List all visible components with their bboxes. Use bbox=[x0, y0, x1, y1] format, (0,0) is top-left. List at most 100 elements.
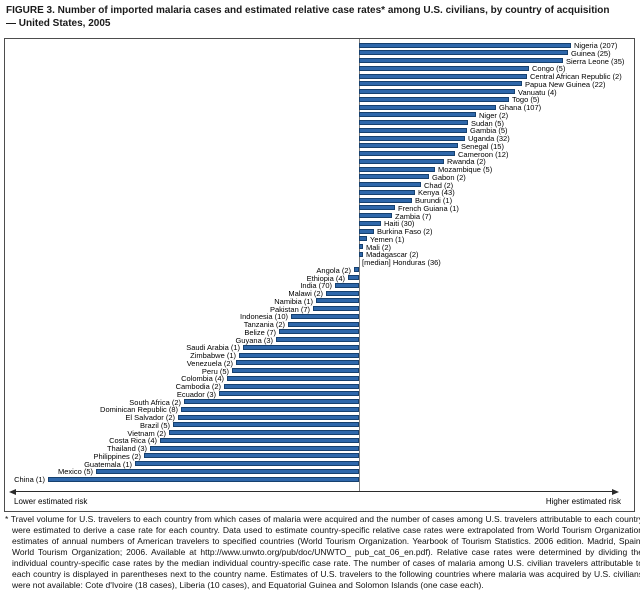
bar-label-togo: Togo (5) bbox=[512, 95, 540, 105]
chart-row-togo: Togo (5) bbox=[5, 96, 634, 104]
chart-row-indonesia: Indonesia (10) bbox=[5, 313, 634, 321]
bar-label-congo: Congo (5) bbox=[532, 64, 566, 74]
bar-label-dominican-republic: Dominican Republic (8) bbox=[100, 405, 178, 415]
bar-kenya bbox=[359, 189, 415, 195]
bar-label-ghana: Ghana (107) bbox=[499, 103, 542, 113]
bar-colombia bbox=[227, 375, 359, 381]
left-arrow-head-icon bbox=[9, 488, 16, 495]
chart-row-south-africa: South Africa (2) bbox=[5, 398, 634, 406]
right-arrow-head-icon bbox=[612, 488, 619, 495]
chart-row-honduras: [median] Honduras (36) bbox=[5, 259, 634, 267]
bar-label-angola: Angola (2) bbox=[316, 265, 351, 275]
bar-ecuador bbox=[219, 391, 359, 397]
chart-row-rwanda: Rwanda (2) bbox=[5, 158, 634, 166]
chart-row-india: India (70) bbox=[5, 282, 634, 290]
chart-row-nigeria: Nigeria (207) bbox=[5, 42, 634, 50]
bar-gambia bbox=[359, 127, 467, 133]
bar-philippines bbox=[144, 453, 359, 459]
chart-row-malawi: Malawi (2) bbox=[5, 290, 634, 298]
chart-row-mozambique: Mozambique (5) bbox=[5, 166, 634, 174]
bar-label-pakistan: Pakistan (7) bbox=[269, 304, 310, 314]
chart-row-central-african-republic: Central African Republic (2) bbox=[5, 73, 634, 81]
bar-label-honduras: [median] Honduras (36) bbox=[362, 258, 441, 268]
bar-label-sierra-leone: Sierra Leone (35) bbox=[566, 56, 625, 66]
bar-label-chad: Chad (2) bbox=[424, 180, 454, 190]
bar-rwanda bbox=[359, 158, 444, 164]
bar-malawi bbox=[326, 290, 359, 296]
bar-label-china: China (1) bbox=[14, 475, 45, 485]
bar-label-thailand: Thailand (3) bbox=[106, 444, 147, 454]
bar-haiti bbox=[359, 220, 381, 226]
bar-label-gambia: Gambia (5) bbox=[470, 126, 508, 136]
chart-row-french-guiana: French Guiana (1) bbox=[5, 204, 634, 212]
chart-row-cambodia: Cambodia (2) bbox=[5, 383, 634, 391]
bar-guatemala bbox=[135, 461, 359, 467]
bar-thailand bbox=[150, 445, 359, 451]
chart-row-burkina-faso: Burkina Faso (2) bbox=[5, 228, 634, 236]
bar-costa-rica bbox=[160, 437, 359, 443]
bar-mexico bbox=[96, 468, 359, 474]
chart-row-mali: Mali (2) bbox=[5, 243, 634, 251]
bar-label-guinea: Guinea (25) bbox=[571, 48, 611, 58]
bar-label-mexico: Mexico (5) bbox=[57, 467, 93, 477]
chart-row-vietnam: Vietnam (2) bbox=[5, 429, 634, 437]
bar-french-guiana bbox=[359, 205, 395, 211]
risk-axis-line bbox=[15, 491, 613, 492]
bar-label-zimbabwe: Zimbabwe (1) bbox=[190, 351, 236, 361]
bar-yemen bbox=[359, 236, 367, 242]
chart-row-ethiopia: Ethiopia (4) bbox=[5, 274, 634, 282]
bar-burundi bbox=[359, 197, 412, 203]
bar-label-philippines: Philippines (2) bbox=[93, 451, 141, 461]
chart-row-thailand: Thailand (3) bbox=[5, 445, 634, 453]
chart-row-guinea: Guinea (25) bbox=[5, 49, 634, 57]
chart-row-sierra-leone: Sierra Leone (35) bbox=[5, 57, 634, 65]
bar-chad bbox=[359, 182, 421, 188]
bar-angola bbox=[354, 267, 359, 273]
bar-label-guyana: Guyana (3) bbox=[235, 335, 273, 345]
bar-label-vietnam: Vietnam (2) bbox=[127, 428, 166, 438]
bar-niger bbox=[359, 112, 476, 118]
bar-papua-new-guinea bbox=[359, 81, 522, 87]
chart-row-guyana: Guyana (3) bbox=[5, 336, 634, 344]
bar-ghana bbox=[359, 104, 496, 110]
chart-row-pakistan: Pakistan (7) bbox=[5, 305, 634, 313]
chart-row-angola: Angola (2) bbox=[5, 266, 634, 274]
bar-label-vanuatu: Vanuatu (4) bbox=[518, 87, 557, 97]
bar-saudi-arabia bbox=[243, 344, 359, 350]
bar-congo bbox=[359, 65, 529, 71]
bar-label-peru: Peru (5) bbox=[201, 366, 229, 376]
chart-row-uganda: Uganda (32) bbox=[5, 135, 634, 143]
bar-uganda bbox=[359, 135, 465, 141]
bar-label-ethiopia: Ethiopia (4) bbox=[306, 273, 345, 283]
bar-togo bbox=[359, 96, 509, 102]
bar-label-brazil: Brazil (5) bbox=[139, 420, 170, 430]
chart-row-peru: Peru (5) bbox=[5, 367, 634, 375]
chart-row-chad: Chad (2) bbox=[5, 181, 634, 189]
bar-zimbabwe bbox=[239, 352, 359, 358]
bar-label-yemen: Yemen (1) bbox=[370, 234, 405, 244]
chart-row-saudi-arabia: Saudi Arabia (1) bbox=[5, 344, 634, 352]
bar-sierra-leone bbox=[359, 58, 563, 63]
bar-guyana bbox=[276, 337, 359, 343]
bar-label-niger: Niger (2) bbox=[479, 110, 509, 120]
figure-title: FIGURE 3. Number of imported malaria cas… bbox=[6, 5, 636, 30]
bar-zambia bbox=[359, 213, 392, 219]
chart-row-yemen: Yemen (1) bbox=[5, 235, 634, 243]
bar-cameroon bbox=[359, 151, 455, 157]
chart-row-haiti: Haiti (30) bbox=[5, 220, 634, 228]
chart-row-gabon: Gabon (2) bbox=[5, 173, 634, 181]
chart-row-philippines: Philippines (2) bbox=[5, 452, 634, 460]
bar-indonesia bbox=[291, 313, 359, 319]
chart-area: Nigeria (207) Guinea (25) Sierra Leone (35… bbox=[4, 38, 635, 512]
chart-row-kenya: Kenya (43) bbox=[5, 189, 634, 197]
chart-row-dominican-republic: Dominican Republic (8) bbox=[5, 406, 634, 414]
bar-label-indonesia: Indonesia (10) bbox=[240, 312, 288, 322]
bar-label-papua-new-guinea: Papua New Guinea (22) bbox=[525, 79, 606, 89]
bar-label-cambodia: Cambodia (2) bbox=[175, 382, 221, 392]
bar-gabon bbox=[359, 174, 429, 180]
bar-peru bbox=[232, 368, 359, 374]
bar-label-gabon: Gabon (2) bbox=[432, 172, 466, 182]
bar-belize bbox=[279, 329, 359, 335]
chart-row-niger: Niger (2) bbox=[5, 111, 634, 119]
chart-row-belize: Belize (7) bbox=[5, 328, 634, 336]
